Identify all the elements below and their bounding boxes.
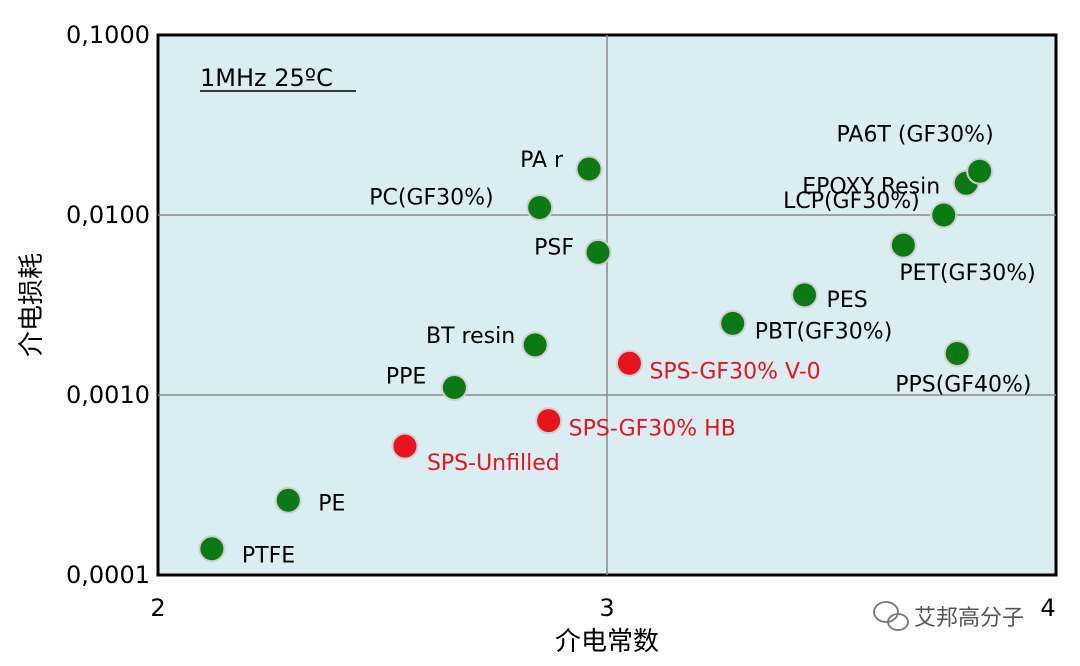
data-point-label: PTFE [242,544,295,569]
y-tick-label: 0,0010 [66,381,150,409]
data-point-label: LCP(GF30%) [783,189,920,214]
data-point-label: PBT(GF30%) [755,319,893,344]
data-point-marker [584,238,612,266]
x-axis-title: 介电常数 [555,627,659,657]
y-tick-label: 0,1000 [66,21,150,49]
data-point-marker [966,157,994,185]
data-point-marker [440,374,468,402]
data-point-marker [521,331,549,359]
watermark: 艾邦高分子 [873,601,1024,631]
x-tick-label: 2 [150,594,165,622]
data-point-marker [526,194,554,222]
data-point-marker [274,486,302,514]
y-tick-label: 0,0100 [66,201,150,229]
y-axis-title: 介电损耗 [17,253,47,357]
data-point-marker [791,281,819,309]
data-point-label: PPE [386,365,426,390]
data-point-label: PA6T (GF30%) [837,122,994,147]
data-point-label: PC(GF30%) [369,186,493,211]
data-point-marker [889,231,917,259]
condition-annotation: 1MHz 25ºC [200,64,333,92]
data-point-label: SPS-GF30% V-0 [649,359,820,384]
data-point-marker [535,407,563,435]
data-point-label: PSF [534,235,574,260]
x-axis-ticks: 2 3 4 [150,594,1055,622]
data-point-label: PA r [520,148,564,173]
data-point-label: PET(GF30%) [899,261,1035,286]
data-point-marker [615,349,643,377]
data-point-marker [930,201,958,229]
data-point-label: PE [318,491,345,516]
data-point-label: BT resin [426,324,515,349]
grid-lines [158,35,1056,575]
data-point-label: EPOXY Resin [802,174,940,199]
wechat-icon [873,601,909,631]
y-axis-ticks: 0,0001 0,0010 0,0100 0,1000 [66,21,150,589]
x-tick-label: 3 [599,594,614,622]
data-points [198,155,994,563]
x-tick-label: 4 [1040,594,1055,622]
data-point-marker [575,155,603,183]
watermark-text: 艾邦高分子 [914,606,1024,631]
data-point-marker [943,340,971,368]
data-point-label: SPS-GF30% HB [569,417,736,442]
y-tick-label: 0,0001 [66,561,150,589]
data-point-label: PES [827,288,868,313]
data-point-marker [198,535,226,563]
data-point-marker [391,432,419,460]
data-point-marker [719,309,747,337]
data-point-label: PPS(GF40%) [895,373,1031,398]
data-point-label: SPS-Unfilled [427,451,560,476]
